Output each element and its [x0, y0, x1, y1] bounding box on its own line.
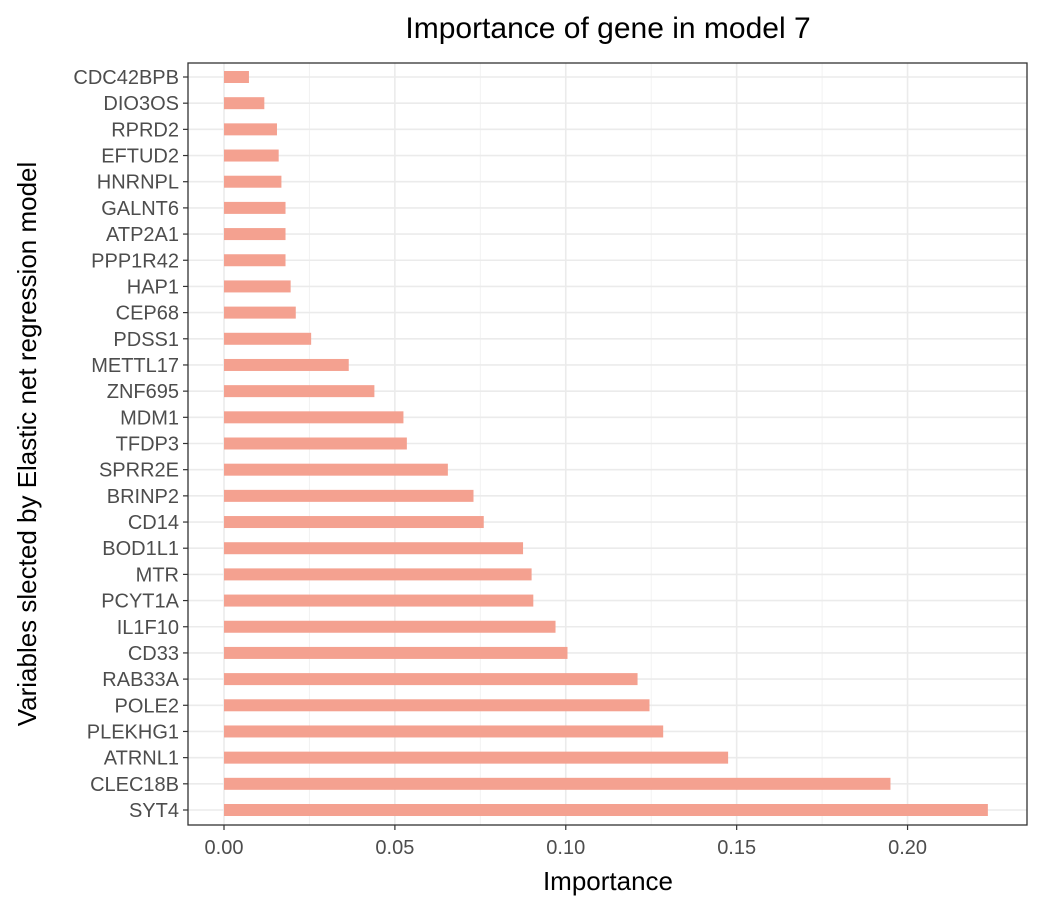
y-tick-label: CLEC18B	[90, 774, 179, 796]
y-tick-label: PPP1R42	[91, 250, 179, 272]
y-axis-title: Variables slected by Elastic net regress…	[12, 162, 42, 727]
bar-sprr2e	[224, 463, 448, 476]
y-tick-label: RPRD2	[111, 119, 179, 141]
y-tick-label: BOD1L1	[102, 538, 179, 560]
y-axis: SYT4 CLEC18B ATRNL1 PLEKHG1 POLE2 RAB33A CD33 I…	[73, 67, 188, 822]
x-tick-label: 0.00	[205, 837, 244, 859]
y-tick-label: DIO3OS	[103, 93, 179, 115]
bar-cep68	[224, 306, 296, 319]
y-tick-label: ZNF695	[107, 381, 179, 403]
bar-plekhg1	[224, 725, 664, 738]
bar-pole2	[224, 699, 650, 712]
y-tick-label: CD14	[128, 512, 179, 534]
x-tick-label: 0.20	[888, 837, 927, 859]
bar-eftud2	[224, 149, 279, 162]
x-axis-title: Importance	[543, 866, 673, 896]
bar-cd14	[224, 516, 484, 529]
y-tick-label: ATRNL1	[104, 748, 179, 770]
bar-pdss1	[224, 332, 312, 345]
y-tick-label: PLEKHG1	[87, 721, 179, 743]
y-tick-label: BRINP2	[107, 486, 179, 508]
bar-bod1l1	[224, 542, 524, 555]
x-tick-label: 0.15	[717, 837, 756, 859]
bar-ppp1r42	[224, 254, 286, 267]
y-tick-label: MDM1	[120, 407, 179, 429]
bar-syt4	[224, 804, 988, 816]
bar-cd33	[224, 646, 568, 659]
x-tick-label: 0.05	[375, 837, 414, 859]
y-tick-label: TFDP3	[116, 434, 179, 456]
x-axis: 0.00 0.05 0.10 0.15 0.20	[205, 825, 927, 859]
y-tick-label: CDC42BPB	[73, 67, 179, 89]
bar-brinp2	[224, 489, 474, 502]
bar-hnrnpl	[224, 175, 282, 188]
bar-hap1	[224, 280, 291, 293]
bar-cdc42bpb	[224, 71, 249, 83]
y-tick-label: SYT4	[129, 800, 179, 822]
bar-mdm1	[224, 411, 404, 424]
y-tick-label: ATP2A1	[106, 224, 179, 246]
y-tick-label: POLE2	[115, 695, 179, 717]
bar-clec18b	[224, 777, 891, 790]
y-tick-label: PDSS1	[113, 329, 179, 351]
bar-rab33a	[224, 673, 638, 686]
bar-dio3os	[224, 97, 265, 110]
bar-galnt6	[224, 201, 286, 214]
bars	[224, 71, 988, 816]
y-tick-label: PCYT1A	[101, 591, 179, 613]
y-tick-label: IL1F10	[117, 617, 179, 639]
bar-tfdp3	[224, 437, 407, 450]
bar-atrnl1	[224, 751, 729, 764]
y-tick-label: EFTUD2	[101, 146, 179, 168]
bar-pcyt1a	[224, 594, 534, 607]
y-tick-label: CEP68	[116, 303, 179, 325]
y-tick-label: RAB33A	[102, 669, 179, 691]
y-tick-label: SPRR2E	[99, 460, 179, 482]
bar-rprd2	[224, 123, 277, 136]
y-tick-label: MTR	[136, 564, 179, 586]
y-tick-label: GALNT6	[101, 198, 179, 220]
bar-mtr	[224, 568, 532, 581]
y-tick-label: HAP1	[127, 276, 179, 298]
bar-atp2a1	[224, 228, 286, 241]
y-tick-label: CD33	[128, 643, 179, 665]
bar-mettl17	[224, 358, 349, 371]
y-tick-label: HNRNPL	[97, 172, 179, 194]
chart-title: Importance of gene in model 7	[405, 12, 810, 45]
bar-il1f10	[224, 620, 556, 633]
y-tick-label: METTL17	[91, 355, 179, 377]
x-tick-label: 0.10	[546, 837, 585, 859]
bar-znf695	[224, 385, 375, 398]
